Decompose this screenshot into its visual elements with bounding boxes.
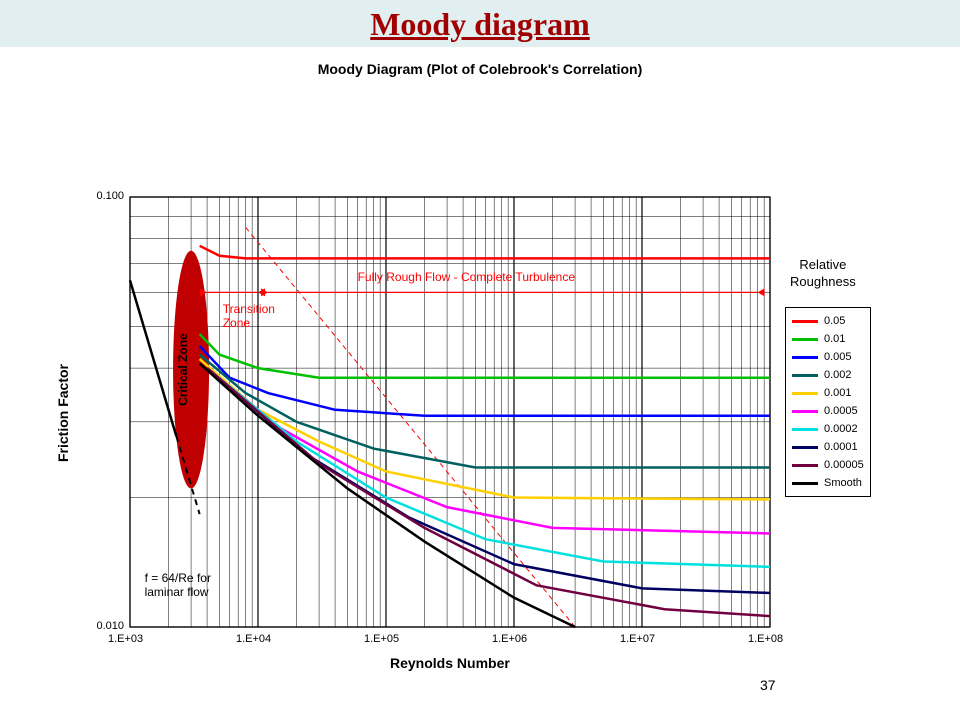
legend-label: 0.0001 (824, 441, 858, 453)
legend-item: 0.05 (792, 312, 864, 330)
legend-label: Smooth (824, 477, 862, 489)
legend-label: 0.05 (824, 315, 845, 327)
legend-swatch (792, 338, 818, 341)
x-tick-label: 1.E+06 (492, 633, 527, 645)
legend-item: 0.0001 (792, 438, 864, 456)
title-banner: Moody diagram (0, 0, 960, 47)
y-axis-label: Friction Factor (55, 364, 71, 462)
legend-title: RelativeRoughness (790, 257, 856, 291)
legend-item: 0.001 (792, 384, 864, 402)
legend-swatch (792, 428, 818, 431)
series-0.0005 (207, 368, 770, 533)
series-0.0001 (207, 368, 770, 593)
x-tick-label: 1.E+05 (364, 633, 399, 645)
series-Smooth (200, 364, 575, 627)
legend-item: 0.005 (792, 348, 864, 366)
chart-title: Moody Diagram (Plot of Colebrook's Corre… (0, 61, 960, 77)
x-tick-label: 1.E+03 (108, 633, 143, 645)
series-0.05 (200, 246, 770, 259)
legend-item: 0.002 (792, 366, 864, 384)
legend-label: 0.0005 (824, 405, 858, 417)
legend-label: 0.00005 (824, 459, 864, 471)
x-tick-label: 1.E+07 (620, 633, 655, 645)
series-0.001 (200, 359, 770, 499)
legend-swatch (792, 356, 818, 359)
legend-label: 0.005 (824, 351, 852, 363)
page-title: Moody diagram (0, 6, 960, 43)
legend-label: 0.002 (824, 369, 852, 381)
legend-item: Smooth (792, 474, 864, 492)
laminar-flow-label: f = 64/Re forlaminar flow (145, 571, 211, 600)
legend-label: 0.0002 (824, 423, 858, 435)
legend-item: 0.0002 (792, 420, 864, 438)
y-tick-label: 0.010 (96, 620, 124, 632)
legend-swatch (792, 482, 818, 485)
legend-swatch (792, 392, 818, 395)
transition-zone-label: TransitionZone (223, 302, 275, 331)
legend-swatch (792, 320, 818, 323)
x-tick-label: 1.E+08 (748, 633, 783, 645)
legend-swatch (792, 446, 818, 449)
series-0.01 (200, 334, 770, 378)
y-tick-label: 0.100 (96, 190, 124, 202)
legend-label: 0.001 (824, 387, 852, 399)
legend-item: 0.0005 (792, 402, 864, 420)
laminar-line (130, 280, 176, 436)
x-axis-label: Reynolds Number (390, 655, 510, 671)
x-tick-label: 1.E+04 (236, 633, 271, 645)
legend-item: 0.00005 (792, 456, 864, 474)
series-0.005 (200, 346, 770, 416)
legend-swatch (792, 410, 818, 413)
legend-swatch (792, 464, 818, 467)
legend-item: 0.01 (792, 330, 864, 348)
critical-zone-label: Critical Zone (176, 333, 190, 406)
legend-swatch (792, 374, 818, 377)
legend-label: 0.01 (824, 333, 845, 345)
legend: 0.05 0.01 0.005 0.002 0.001 0.0005 0.0002 0.000… (785, 307, 871, 497)
fully-rough-label: Fully Rough Flow - Complete Turbulence (358, 270, 575, 284)
page-number: 37 (760, 677, 776, 693)
